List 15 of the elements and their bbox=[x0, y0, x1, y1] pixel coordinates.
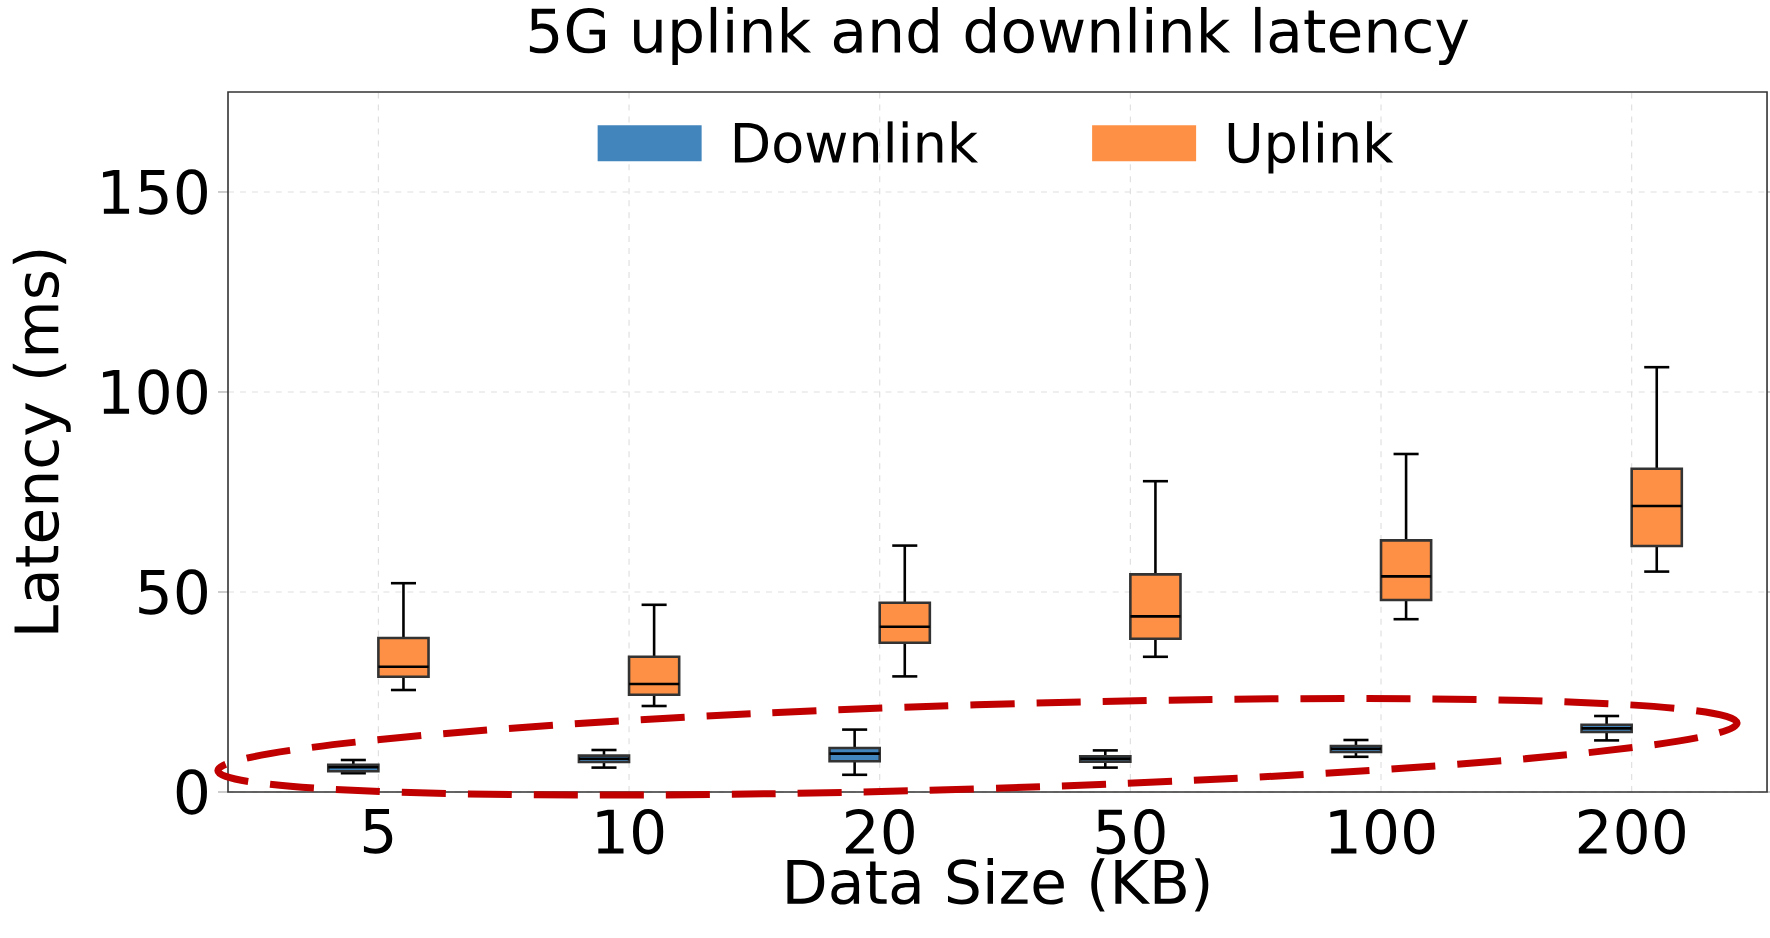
y-tick-label: 0 bbox=[176, 769, 207, 815]
x-tick-label: 50 bbox=[1096, 809, 1165, 855]
x-tick-label: 100 bbox=[1330, 809, 1435, 855]
y-tick-label: 50 bbox=[139, 569, 207, 615]
x-tick-label: 200 bbox=[1578, 809, 1685, 855]
x-tick-label: 5 bbox=[363, 809, 393, 854]
chart-title: 5G uplink and downlink latency bbox=[529, 6, 1469, 65]
y-tick-label: 150 bbox=[103, 169, 207, 215]
legend-label: Uplink bbox=[1228, 121, 1394, 174]
x-tick-label: 10 bbox=[597, 809, 664, 855]
y-tick-label: 100 bbox=[103, 369, 207, 415]
y-axis-title: Latency (ms) bbox=[12, 250, 71, 633]
legend-label: Downlink bbox=[734, 121, 979, 164]
x-tick-label: 20 bbox=[845, 809, 914, 855]
x-axis-title: Data Size (KB) bbox=[787, 858, 1209, 912]
